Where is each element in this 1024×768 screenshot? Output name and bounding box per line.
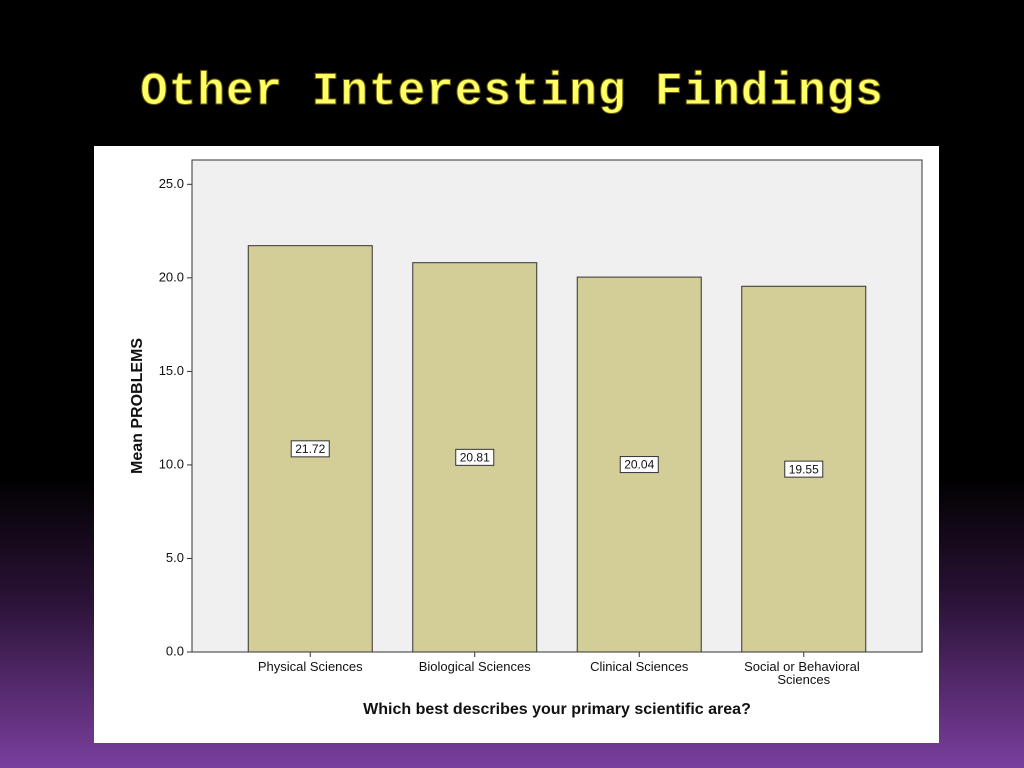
y-tick-label: 0.0 xyxy=(166,643,184,658)
y-tick-label: 25.0 xyxy=(159,176,184,191)
x-tick-label: Physical Sciences xyxy=(258,659,363,674)
y-tick-label: 15.0 xyxy=(159,363,184,378)
value-label-box xyxy=(784,460,824,478)
y-axis-label: Mean PROBLEMS xyxy=(129,338,146,474)
y-tick-label: 20.0 xyxy=(159,269,184,284)
slide-title: Other Interesting Findings xyxy=(140,66,884,119)
value-label-box xyxy=(455,448,495,466)
value-label: 21.72 xyxy=(295,442,325,456)
x-tick-label: Social or Behavioral Sciences xyxy=(744,659,863,687)
x-axis-label: Which best describes your primary scient… xyxy=(363,701,751,718)
value-label: 19.55 xyxy=(789,462,819,476)
x-tick-label: Biological Sciences xyxy=(419,659,532,674)
value-label: 20.81 xyxy=(460,451,490,465)
y-tick-label: 10.0 xyxy=(159,456,184,471)
value-label: 20.04 xyxy=(624,458,654,472)
x-tick-label: Clinical Sciences xyxy=(590,659,689,674)
chart: Which best describes your primary scient… xyxy=(94,146,939,743)
value-label-box xyxy=(290,440,330,458)
y-tick-label: 5.0 xyxy=(166,550,184,565)
value-label-box xyxy=(619,456,659,474)
